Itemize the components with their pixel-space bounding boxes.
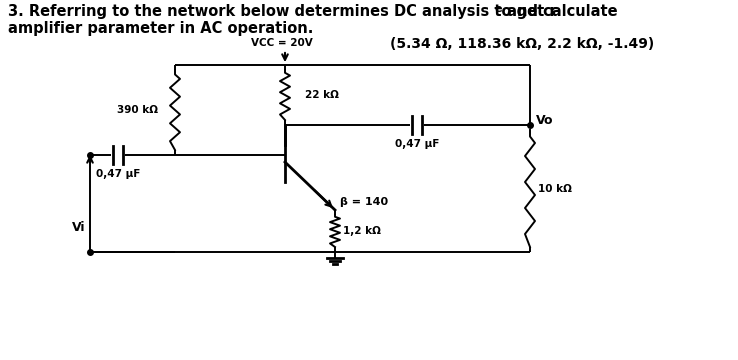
Text: VCC = 20V: VCC = 20V <box>251 38 313 48</box>
Text: amplifier parameter in AC operation.: amplifier parameter in AC operation. <box>8 21 314 36</box>
Text: 0,47 μF: 0,47 μF <box>96 169 140 179</box>
Text: 0,47 μF: 0,47 μF <box>396 139 440 149</box>
Text: and calculate: and calculate <box>502 4 618 19</box>
Text: 10 kΩ: 10 kΩ <box>538 184 572 194</box>
Text: Vo: Vo <box>536 113 554 126</box>
Text: 22 kΩ: 22 kΩ <box>305 90 339 100</box>
Text: 390 kΩ: 390 kΩ <box>117 105 157 115</box>
Text: Vi: Vi <box>72 221 85 234</box>
Text: e: e <box>495 4 503 14</box>
Text: 1,2 kΩ: 1,2 kΩ <box>343 226 381 236</box>
Text: β = 140: β = 140 <box>340 197 388 207</box>
Text: 3. Referring to the network below determines DC analysis to get r: 3. Referring to the network below determ… <box>8 4 556 19</box>
Text: (5.34 Ω, 118.36 kΩ, 2.2 kΩ, -1.49): (5.34 Ω, 118.36 kΩ, 2.2 kΩ, -1.49) <box>390 37 655 51</box>
